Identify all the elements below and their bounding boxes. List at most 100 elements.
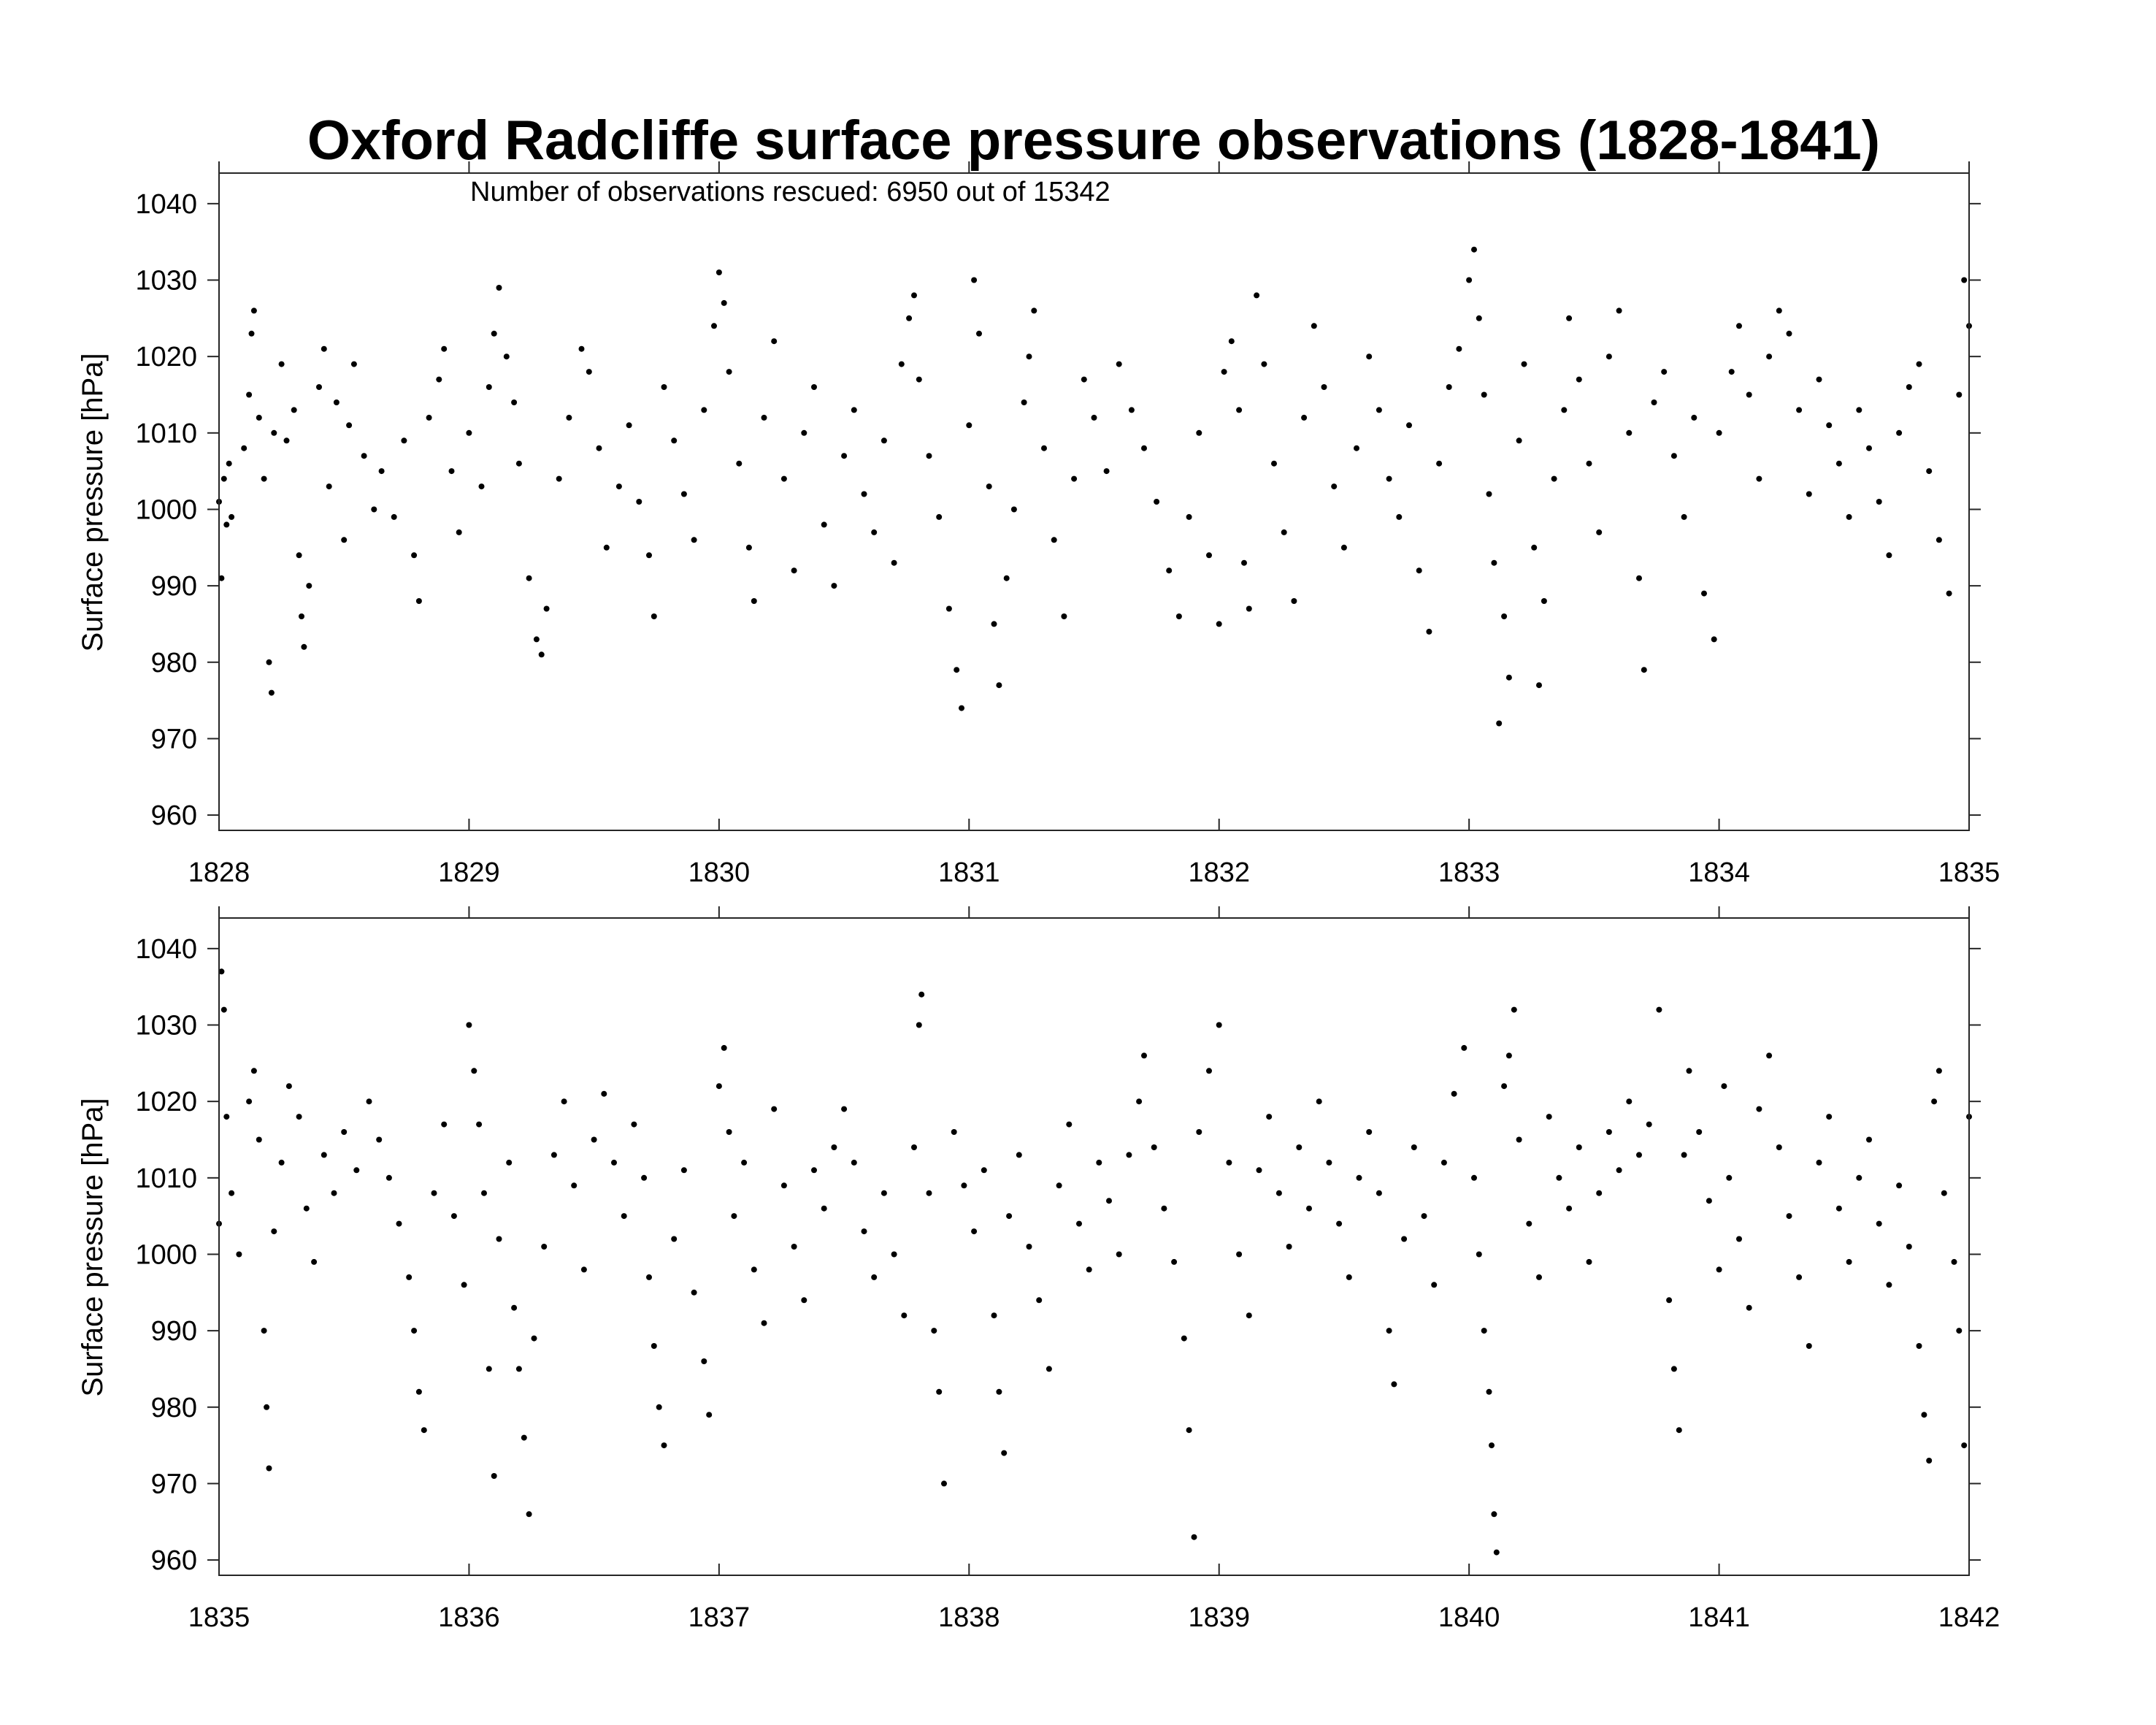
top-panel-point-73 — [736, 460, 743, 467]
bottom-panel-point-140 — [1366, 1129, 1373, 1135]
bottom-panel-point-184 — [1721, 1083, 1727, 1090]
bottom-panel-point-57 — [641, 1174, 648, 1181]
top-panel-point-104 — [996, 682, 1002, 689]
top-panel-point-16 — [283, 437, 290, 444]
top-panel-point-195 — [1816, 376, 1822, 383]
top-panel-y-tick-label-1030: 1030 — [135, 266, 197, 297]
bottom-panel-point-167 — [1576, 1144, 1582, 1150]
top-panel-point-55 — [578, 345, 585, 352]
top-panel-point-58 — [603, 544, 610, 551]
top-panel-point-114 — [1081, 376, 1087, 383]
top-panel-point-124 — [1196, 429, 1202, 436]
top-panel-point-5 — [229, 513, 235, 520]
top-panel-point-91 — [906, 315, 913, 321]
bottom-panel-point-49 — [561, 1098, 567, 1105]
top-panel-point-127 — [1221, 369, 1227, 375]
bottom-panel-point-204 — [1916, 1343, 1922, 1349]
bottom-panel-point-191 — [1786, 1213, 1792, 1220]
bottom-panel-point-136 — [1326, 1159, 1332, 1166]
top-panel-point-159 — [1496, 720, 1503, 727]
top-panel-point-189 — [1756, 475, 1762, 482]
top-panel-point-96 — [945, 605, 952, 612]
bottom-panel-point-135 — [1316, 1098, 1322, 1105]
top-panel-point-186 — [1728, 369, 1735, 375]
bottom-panel-point-30 — [431, 1190, 437, 1196]
top-panel-point-201 — [1876, 499, 1882, 505]
bottom-panel-point-188 — [1756, 1106, 1762, 1112]
bottom-panel-point-168 — [1586, 1258, 1592, 1265]
bottom-panel-point-22 — [366, 1098, 372, 1105]
top-panel-point-6 — [241, 445, 248, 451]
top-panel-point-163 — [1521, 361, 1527, 367]
bottom-panel-point-185 — [1726, 1174, 1733, 1181]
top-panel-point-164 — [1531, 544, 1538, 551]
bottom-panel-point-151 — [1471, 1174, 1477, 1181]
bottom-panel-point-120 — [1181, 1335, 1187, 1342]
bottom-panel-point-102 — [1006, 1213, 1013, 1220]
top-panel-point-206 — [1926, 468, 1933, 475]
top-panel-point-172 — [1596, 529, 1603, 535]
top-panel-point-49 — [526, 575, 532, 581]
bottom-panel-point-5 — [236, 1251, 242, 1258]
bottom-panel-point-109 — [1076, 1220, 1082, 1227]
bottom-panel-point-75 — [780, 1182, 787, 1189]
bottom-panel-point-201 — [1886, 1282, 1892, 1288]
top-panel-point-38 — [441, 345, 448, 352]
top-panel-point-128 — [1228, 338, 1235, 345]
top-panel-point-196 — [1826, 422, 1833, 429]
top-panel-point-137 — [1301, 414, 1308, 421]
bottom-panel-point-21 — [353, 1167, 360, 1174]
bottom-panel-point-125 — [1216, 1022, 1222, 1028]
top-panel-point-160 — [1501, 613, 1508, 619]
bottom-panel-point-90 — [918, 991, 925, 998]
top-panel-point-203 — [1896, 429, 1903, 436]
top-panel-point-107 — [1021, 399, 1027, 405]
bottom-panel-point-189 — [1766, 1052, 1773, 1059]
top-panel-point-165 — [1536, 682, 1542, 689]
top-panel-point-158 — [1491, 559, 1497, 566]
top-panel-point-150 — [1436, 460, 1443, 467]
bottom-panel-point-212 — [1961, 1442, 1968, 1449]
top-panel-point-173 — [1606, 353, 1612, 360]
top-panel-point-199 — [1856, 407, 1862, 413]
bottom-panel-point-157 — [1493, 1549, 1500, 1556]
bottom-panel-point-110 — [1086, 1266, 1092, 1273]
top-panel-point-78 — [780, 475, 787, 482]
top-panel-point-177 — [1641, 667, 1647, 673]
bottom-panel-point-112 — [1106, 1198, 1112, 1204]
bottom-panel-point-203 — [1906, 1244, 1912, 1250]
bottom-panel-point-99 — [991, 1312, 997, 1319]
bottom-panel-point-139 — [1356, 1174, 1362, 1181]
top-panel-point-9 — [250, 307, 257, 314]
top-panel-point-144 — [1376, 407, 1382, 413]
top-panel-point-143 — [1366, 353, 1373, 360]
top-panel-point-35 — [415, 598, 422, 604]
top-panel-point-57 — [596, 445, 602, 451]
bottom-panel-point-50 — [571, 1182, 578, 1189]
top-panel-x-ticks: 1828 1829 1830 1831 1832 1833 1834 1835 — [188, 161, 2000, 888]
top-panel-x-tick-label-1832: 1832 — [1188, 857, 1250, 888]
bottom-panel-point-113 — [1116, 1251, 1122, 1258]
bottom-panel-point-104 — [1026, 1244, 1032, 1250]
top-panel-point-31 — [378, 468, 385, 475]
top-panel-point-68 — [701, 407, 707, 413]
bottom-panel-point-126 — [1226, 1159, 1232, 1166]
bottom-panel-point-73 — [761, 1320, 767, 1326]
bottom-panel-point-202 — [1896, 1182, 1903, 1189]
top-panel-point-145 — [1386, 475, 1392, 482]
bottom-panel-point-20 — [341, 1129, 348, 1135]
top-panel-point-36 — [426, 414, 432, 421]
top-panel-point-193 — [1796, 407, 1803, 413]
top-panel-point-48 — [515, 460, 522, 467]
bottom-panel-point-197 — [1846, 1258, 1852, 1265]
bottom-panel-point-164 — [1546, 1114, 1552, 1120]
bottom-panel-point-94 — [941, 1480, 947, 1487]
bottom-panel-point-175 — [1656, 1006, 1662, 1013]
top-panel-x-tick-label-1829: 1829 — [438, 857, 500, 888]
top-panel-point-95 — [936, 513, 943, 520]
bottom-panel-point-190 — [1776, 1144, 1782, 1150]
top-panel-point-142 — [1354, 445, 1359, 451]
bottom-panel-point-144 — [1401, 1236, 1408, 1242]
top-panel-point-138 — [1311, 323, 1317, 329]
top-panel-point-170 — [1576, 376, 1582, 383]
